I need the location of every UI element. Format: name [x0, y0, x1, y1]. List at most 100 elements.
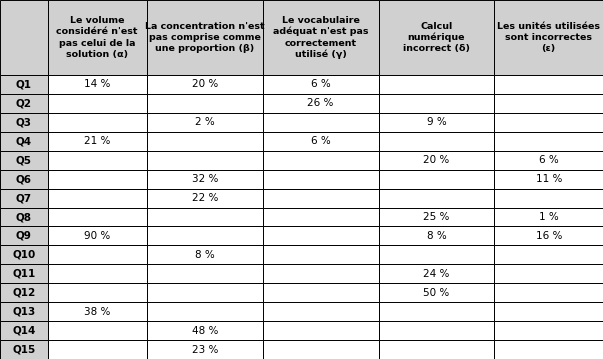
- Bar: [263, 113, 379, 132]
- Bar: [48, 188, 147, 208]
- Bar: [379, 246, 494, 264]
- Text: Q4: Q4: [16, 136, 32, 146]
- Text: 23 %: 23 %: [192, 345, 218, 355]
- Bar: [494, 246, 603, 264]
- Bar: [263, 302, 379, 321]
- Text: 8 %: 8 %: [195, 250, 215, 260]
- Bar: [48, 264, 147, 283]
- Text: 38 %: 38 %: [84, 307, 110, 317]
- Bar: [147, 151, 263, 170]
- Bar: [494, 283, 603, 302]
- Bar: [379, 227, 494, 246]
- Bar: [263, 151, 379, 170]
- Text: Q1: Q1: [16, 79, 32, 89]
- Text: 26 %: 26 %: [308, 98, 334, 108]
- Text: 6 %: 6 %: [539, 155, 558, 165]
- Text: Q13: Q13: [12, 307, 36, 317]
- Text: Le vocabulaire
adéquat n'est pas
correctement
utilisé (γ): Le vocabulaire adéquat n'est pas correct…: [273, 16, 368, 59]
- Bar: [0, 94, 48, 113]
- Bar: [379, 188, 494, 208]
- Text: 25 %: 25 %: [423, 212, 450, 222]
- Text: Le volume
considéré n'est
pas celui de la
solution (α): Le volume considéré n'est pas celui de l…: [57, 17, 138, 59]
- Bar: [263, 321, 379, 340]
- Bar: [0, 0, 48, 75]
- Bar: [0, 75, 48, 94]
- Text: 9 %: 9 %: [426, 117, 446, 127]
- Bar: [379, 340, 494, 359]
- Bar: [48, 321, 147, 340]
- Bar: [379, 151, 494, 170]
- Bar: [379, 321, 494, 340]
- Bar: [147, 227, 263, 246]
- Text: 32 %: 32 %: [192, 174, 218, 184]
- Bar: [147, 208, 263, 227]
- Bar: [263, 0, 379, 75]
- Bar: [379, 94, 494, 113]
- Text: 6 %: 6 %: [311, 79, 330, 89]
- Bar: [48, 75, 147, 94]
- Bar: [494, 188, 603, 208]
- Bar: [263, 340, 379, 359]
- Bar: [147, 75, 263, 94]
- Text: Q3: Q3: [16, 117, 32, 127]
- Text: 24 %: 24 %: [423, 269, 450, 279]
- Text: Les unités utilisées
sont incorrectes
(ε): Les unités utilisées sont incorrectes (ε…: [497, 22, 600, 53]
- Bar: [147, 188, 263, 208]
- Text: 20 %: 20 %: [192, 79, 218, 89]
- Text: 16 %: 16 %: [535, 231, 562, 241]
- Bar: [494, 302, 603, 321]
- Text: 8 %: 8 %: [426, 231, 446, 241]
- Bar: [379, 75, 494, 94]
- Bar: [263, 208, 379, 227]
- Bar: [379, 113, 494, 132]
- Bar: [48, 302, 147, 321]
- Text: Q2: Q2: [16, 98, 32, 108]
- Bar: [379, 302, 494, 321]
- Text: 14 %: 14 %: [84, 79, 110, 89]
- Text: 50 %: 50 %: [423, 288, 450, 298]
- Text: Q8: Q8: [16, 212, 32, 222]
- Text: 21 %: 21 %: [84, 136, 110, 146]
- Bar: [0, 264, 48, 283]
- Bar: [48, 340, 147, 359]
- Bar: [263, 264, 379, 283]
- Bar: [147, 246, 263, 264]
- Bar: [0, 340, 48, 359]
- Bar: [48, 246, 147, 264]
- Bar: [147, 283, 263, 302]
- Bar: [263, 283, 379, 302]
- Bar: [494, 75, 603, 94]
- Text: Q6: Q6: [16, 174, 32, 184]
- Bar: [48, 132, 147, 151]
- Bar: [147, 264, 263, 283]
- Bar: [48, 0, 147, 75]
- Bar: [263, 75, 379, 94]
- Text: Calcul
numérique
incorrect (δ): Calcul numérique incorrect (δ): [403, 22, 470, 53]
- Bar: [48, 94, 147, 113]
- Text: 20 %: 20 %: [423, 155, 450, 165]
- Text: 6 %: 6 %: [311, 136, 330, 146]
- Bar: [0, 132, 48, 151]
- Bar: [0, 170, 48, 188]
- Bar: [147, 340, 263, 359]
- Text: 1 %: 1 %: [539, 212, 558, 222]
- Bar: [48, 208, 147, 227]
- Bar: [379, 283, 494, 302]
- Text: Q9: Q9: [16, 231, 32, 241]
- Bar: [263, 188, 379, 208]
- Bar: [147, 170, 263, 188]
- Bar: [494, 264, 603, 283]
- Bar: [379, 264, 494, 283]
- Text: Q10: Q10: [12, 250, 36, 260]
- Bar: [0, 283, 48, 302]
- Bar: [379, 170, 494, 188]
- Text: 90 %: 90 %: [84, 231, 110, 241]
- Bar: [0, 113, 48, 132]
- Bar: [0, 227, 48, 246]
- Bar: [263, 227, 379, 246]
- Bar: [0, 208, 48, 227]
- Bar: [494, 340, 603, 359]
- Bar: [147, 94, 263, 113]
- Bar: [0, 321, 48, 340]
- Bar: [48, 151, 147, 170]
